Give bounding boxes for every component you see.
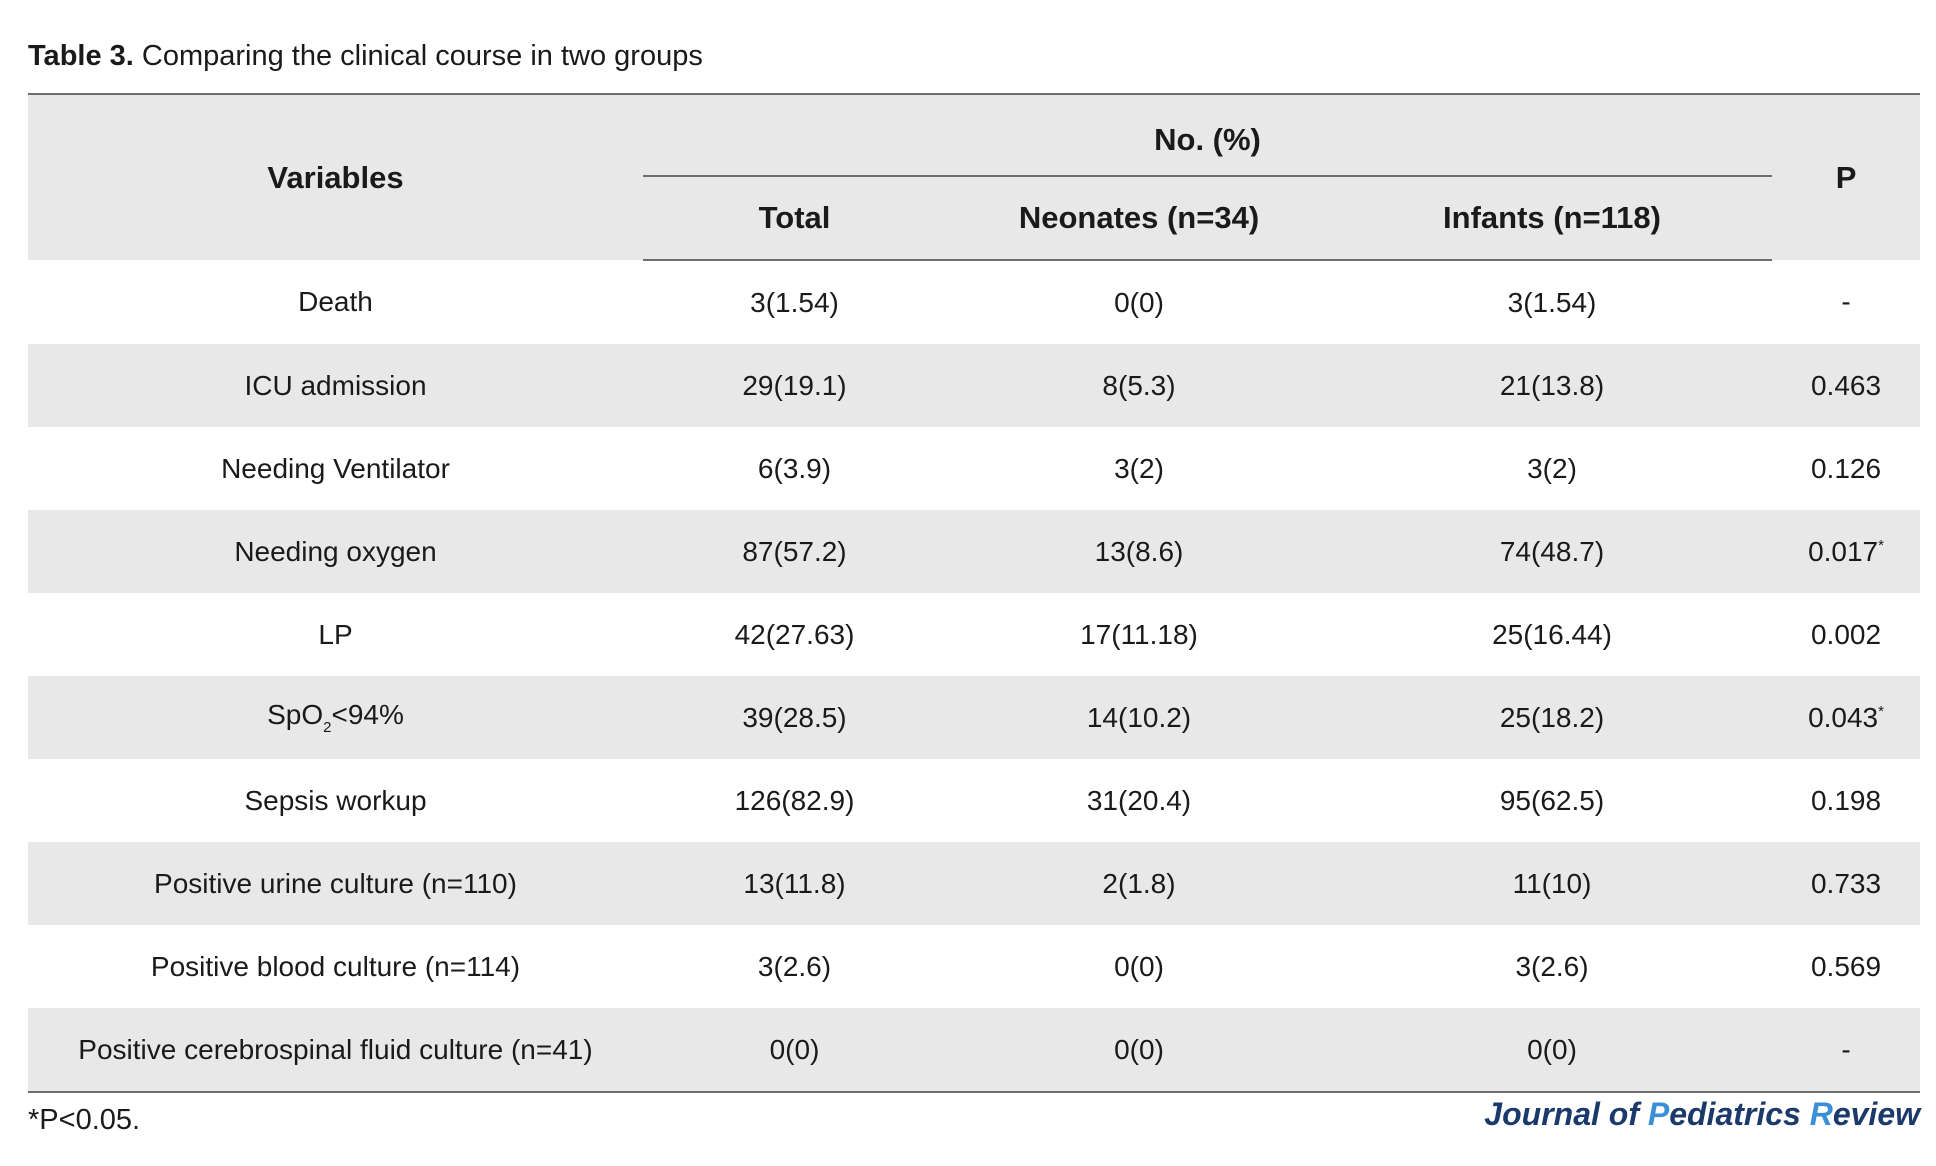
cell-neonates: 14(10.2) bbox=[946, 676, 1332, 759]
results-table: Variables No. (%) P Total Neonates (n=34… bbox=[28, 95, 1921, 1093]
cell-neonates: 17(11.18) bbox=[1080, 618, 1198, 650]
p-value: 0.017 bbox=[1808, 535, 1879, 567]
cell-total: 0(0) bbox=[643, 1008, 946, 1093]
p-value: - bbox=[1841, 286, 1851, 317]
table-row: Sepsis workup 126(82.9) 31(20.4) 95(62.5… bbox=[28, 759, 1920, 842]
header-group-no-percent: No. (%) bbox=[643, 95, 1773, 177]
caption-label: Table 3. bbox=[28, 40, 134, 72]
journal-name-part: R bbox=[1809, 1096, 1833, 1132]
cell-neonates: 0(0) bbox=[1114, 950, 1164, 982]
journal-name-part: Journal of bbox=[1484, 1096, 1648, 1132]
cell-infants: 25(16.44) bbox=[1492, 618, 1612, 650]
cell-variable: Death bbox=[298, 286, 373, 317]
cell-variable: LP bbox=[318, 618, 353, 650]
p-value: 0.198 bbox=[1810, 784, 1882, 816]
cell-variable: ICU admission bbox=[28, 344, 643, 427]
cell-infants: 3(2.6) bbox=[1515, 950, 1589, 982]
cell-neonates: 8(5.3) bbox=[946, 344, 1332, 427]
table-row: Needing Ventilator 6(3.9) 3(2) 3(2) 0.12… bbox=[28, 427, 1920, 510]
cell-variable: Positive blood culture (n=114) bbox=[150, 950, 521, 982]
cell-total: 13(11.8) bbox=[643, 842, 946, 925]
cell-p: 0.126 bbox=[1772, 427, 1920, 510]
p-marker: * bbox=[1878, 702, 1884, 720]
p-marker: * bbox=[1878, 536, 1884, 554]
header-total: Total bbox=[643, 177, 946, 261]
cell-variable: Needing oxygen bbox=[28, 510, 643, 593]
cell-infants: 11(10) bbox=[1332, 842, 1773, 925]
cell-p: 0.733 bbox=[1772, 842, 1921, 925]
table-top-rule bbox=[28, 93, 1920, 95]
cell-infants: 3(1.54) bbox=[1507, 286, 1597, 318]
header-variables: Variables bbox=[28, 95, 643, 260]
cell-infants: 0(0) bbox=[1332, 1008, 1773, 1093]
variable-threshold: <94% bbox=[331, 699, 404, 730]
cell-p: - bbox=[1772, 260, 1920, 344]
cell-total: 42(27.63) bbox=[734, 618, 855, 650]
cell-infants: 74(48.7) bbox=[1332, 510, 1773, 593]
table-footnote: *P<0.05. bbox=[28, 1104, 141, 1136]
cell-variable: SpO2<94% bbox=[28, 676, 643, 759]
table-row: ICU admission 29(19.1) 8(5.3) 21(13.8) 0… bbox=[28, 344, 1921, 427]
journal-name-part: ediatrics bbox=[1669, 1096, 1810, 1132]
journal-name-part: eview bbox=[1832, 1096, 1920, 1132]
cell-infants: 21(13.8) bbox=[1332, 344, 1773, 427]
cell-total: 39(28.5) bbox=[643, 676, 946, 759]
p-value: 0.463 bbox=[1810, 369, 1882, 401]
header-group-label: No. (%) bbox=[1154, 122, 1261, 157]
cell-p: 0.017* bbox=[1772, 510, 1921, 593]
variable-subscript: 2 bbox=[323, 719, 332, 736]
results-table-container: Variables No. (%) P Total Neonates (n=34… bbox=[28, 93, 1921, 1093]
p-value: 0.043 bbox=[1808, 701, 1879, 733]
p-value: 0.002 bbox=[1810, 618, 1882, 650]
journal-logo: Journal of Pediatrics Review bbox=[1484, 1094, 1920, 1134]
header-infants: Infants (n=118) bbox=[1332, 177, 1773, 261]
cell-variable: Needing Ventilator bbox=[221, 452, 450, 484]
p-value: 0.126 bbox=[1810, 452, 1882, 484]
p-value: 0.733 bbox=[1810, 867, 1882, 899]
cell-p: 0.463 bbox=[1772, 344, 1921, 427]
table-header: Variables No. (%) P Total Neonates (n=34… bbox=[28, 95, 1921, 261]
cell-neonates: 0(0) bbox=[946, 1008, 1332, 1093]
cell-variable: Sepsis workup bbox=[244, 784, 427, 816]
table-row: Positive cerebrospinal fluid culture (n=… bbox=[28, 1008, 1921, 1093]
cell-total: 126(82.9) bbox=[734, 784, 855, 816]
cell-total: 29(19.1) bbox=[643, 344, 946, 427]
table-body: Death 3(1.54) 0(0) 3(1.54) - ICU admissi… bbox=[28, 260, 1921, 1093]
table-row: Death 3(1.54) 0(0) 3(1.54) - bbox=[28, 260, 1920, 344]
variable-spo2: SpO bbox=[267, 699, 324, 730]
cell-variable: Positive urine culture (n=110) bbox=[28, 842, 643, 925]
table-caption: Table 3. Comparing the clinical course i… bbox=[28, 36, 703, 76]
header-p: P bbox=[1772, 95, 1921, 260]
cell-neonates: 0(0) bbox=[1114, 286, 1164, 318]
cell-neonates: 31(20.4) bbox=[1086, 784, 1192, 816]
cell-total: 6(3.9) bbox=[757, 452, 832, 484]
cell-p: 0.043* bbox=[1772, 676, 1921, 759]
cell-p: 0.198 bbox=[1772, 759, 1920, 842]
cell-neonates: 13(8.6) bbox=[946, 510, 1332, 593]
p-value: - bbox=[1841, 1033, 1851, 1065]
cell-p: - bbox=[1772, 1008, 1921, 1093]
table-row: Needing oxygen 87(57.2) 13(8.6) 74(48.7)… bbox=[28, 510, 1921, 593]
cell-total: 87(57.2) bbox=[643, 510, 946, 593]
cell-total: 3(2.6) bbox=[757, 950, 832, 982]
header-neonates: Neonates (n=34) bbox=[946, 177, 1332, 261]
table-row: LP 42(27.63) 17(11.18) 25(16.44) 0.002 bbox=[28, 593, 1920, 676]
cell-variable: Positive cerebrospinal fluid culture (n=… bbox=[28, 1008, 643, 1093]
cell-p: 0.002 bbox=[1772, 593, 1920, 676]
cell-infants: 3(2) bbox=[1527, 452, 1577, 484]
p-value: 0.569 bbox=[1810, 950, 1882, 982]
cell-infants: 25(18.2) bbox=[1332, 676, 1773, 759]
cell-neonates: 2(1.8) bbox=[946, 842, 1332, 925]
table-row: Positive blood culture (n=114) 3(2.6) 0(… bbox=[28, 925, 1920, 1008]
table-row: SpO2<94% 39(28.5) 14(10.2) 25(18.2) 0.04… bbox=[28, 676, 1921, 759]
journal-name-part: P bbox=[1647, 1096, 1670, 1132]
cell-total: 3(1.54) bbox=[750, 286, 839, 318]
cell-p: 0.569 bbox=[1772, 925, 1920, 1008]
table-row: Positive urine culture (n=110) 13(11.8) … bbox=[28, 842, 1921, 925]
cell-infants: 95(62.5) bbox=[1499, 784, 1605, 816]
cell-neonates: 3(2) bbox=[1114, 452, 1164, 484]
caption-text: Comparing the clinical course in two gro… bbox=[133, 40, 703, 72]
